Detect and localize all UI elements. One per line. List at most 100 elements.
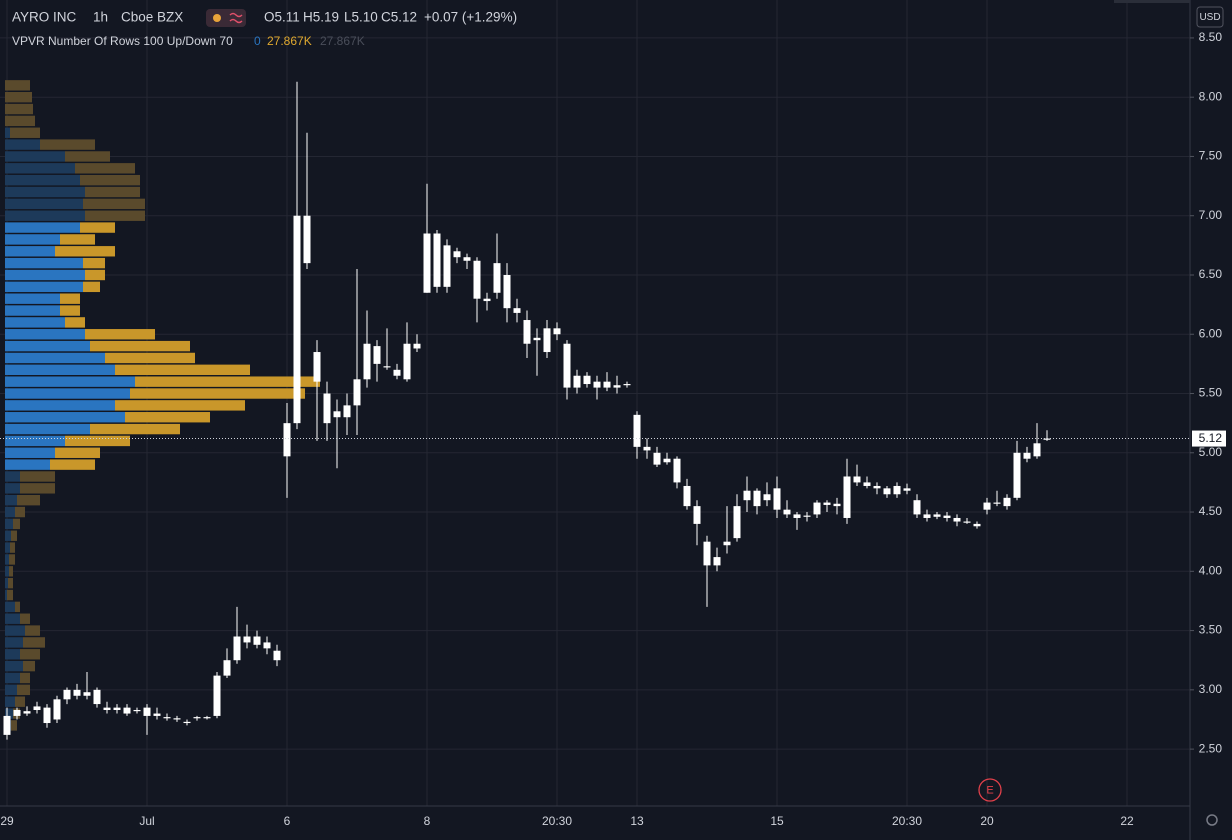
candle-body <box>723 541 731 546</box>
vp-down <box>20 672 30 684</box>
candle-body <box>383 366 391 368</box>
candle-body <box>13 709 21 716</box>
candle-body <box>893 485 901 495</box>
candle-body <box>483 298 491 302</box>
candle-body <box>43 707 51 724</box>
vp-down <box>15 696 25 707</box>
candle-body <box>733 506 741 539</box>
candle-body <box>153 713 161 716</box>
candle-body <box>813 502 821 515</box>
candle-body <box>183 721 191 724</box>
candle-body <box>643 446 651 451</box>
vp-up <box>5 530 11 541</box>
candle-body <box>923 514 931 518</box>
vp-up <box>5 269 85 281</box>
vp-down <box>85 269 105 281</box>
candle-body <box>293 215 301 424</box>
candle-body <box>133 709 141 712</box>
vp-down <box>55 447 100 458</box>
candle-body <box>113 707 121 710</box>
vp-down <box>10 542 15 553</box>
y-tick-label: 4.50 <box>1199 504 1223 518</box>
vp-up <box>5 246 55 257</box>
candle-body <box>603 381 611 388</box>
candle-body <box>823 502 831 505</box>
vp-up <box>5 174 80 186</box>
vp-down <box>5 103 33 115</box>
y-tick-label: 3.00 <box>1199 682 1223 696</box>
vp-down <box>105 352 195 364</box>
vp-down <box>65 151 110 162</box>
symbol: AYRO INC <box>12 10 77 25</box>
session-icons[interactable] <box>206 9 246 27</box>
candle-body <box>523 320 531 344</box>
candle-body <box>673 458 681 483</box>
candle-body <box>103 707 111 710</box>
vp-up <box>5 459 50 470</box>
earnings-circle[interactable] <box>978 778 1002 802</box>
candle-body <box>433 233 441 287</box>
candle-body <box>533 337 541 341</box>
candle-body <box>93 689 101 705</box>
x-tick-label: 20:30 <box>892 814 922 828</box>
candle-body <box>223 660 231 676</box>
candle-body <box>633 414 641 447</box>
x-tick-label: 15 <box>770 814 784 828</box>
candle-body <box>493 263 501 293</box>
vp-up <box>5 447 55 458</box>
candle-body <box>513 308 521 313</box>
candle-body <box>653 452 661 465</box>
y-tick-label: 7.00 <box>1199 208 1223 222</box>
vp-up <box>5 340 90 352</box>
vp-up <box>5 684 17 696</box>
vp-down <box>20 649 40 660</box>
vp-down <box>10 127 40 138</box>
settings-icon[interactable] <box>1206 814 1218 826</box>
vp-down <box>75 163 135 174</box>
y-tick-label: 8.00 <box>1199 89 1223 103</box>
vp-up <box>5 613 20 624</box>
vp-up <box>5 281 83 293</box>
interval: 1h <box>93 10 108 25</box>
candle-body <box>873 485 881 489</box>
candle-body <box>1033 443 1041 457</box>
candle-body <box>263 642 271 649</box>
vp-up <box>5 637 23 648</box>
y-tick-label: 6.00 <box>1199 326 1223 340</box>
candle-body <box>763 494 771 501</box>
vp-down <box>5 80 30 91</box>
currency-box[interactable] <box>1196 6 1224 28</box>
vp-up <box>5 518 13 530</box>
vp-up <box>5 400 115 411</box>
indicator-down: 27.867K <box>267 34 312 48</box>
last-price-box <box>1192 430 1226 447</box>
candle-body <box>283 423 291 457</box>
candle-body <box>613 385 621 388</box>
vp-up <box>5 649 20 660</box>
candle-body <box>903 488 911 491</box>
candle-body <box>863 482 871 486</box>
candle-body <box>33 706 41 710</box>
vp-down <box>65 317 85 328</box>
wave-icon <box>229 12 243 24</box>
candle-body <box>53 699 61 720</box>
candle-body <box>883 488 891 495</box>
vp-down <box>25 625 40 636</box>
vp-down <box>83 198 145 210</box>
vp-up <box>5 198 83 210</box>
candle-body <box>323 393 331 424</box>
candle-body <box>503 274 511 309</box>
exchange: Cboe BZX <box>121 10 183 25</box>
candle-body <box>703 541 711 566</box>
vp-up <box>5 494 17 506</box>
y-tick-label: 4.00 <box>1199 563 1223 577</box>
axes: 2.50 3.00 3.50 4.00 4.50 5.00 5.50 6.00 6.50 7.00… <box>0 30 1226 828</box>
vp-up <box>5 542 10 553</box>
candle-body <box>353 379 361 406</box>
candle-body <box>973 523 981 527</box>
vp-up <box>5 423 90 435</box>
candle-body <box>123 707 131 714</box>
candle-body <box>623 384 631 386</box>
vp-up <box>5 566 9 577</box>
